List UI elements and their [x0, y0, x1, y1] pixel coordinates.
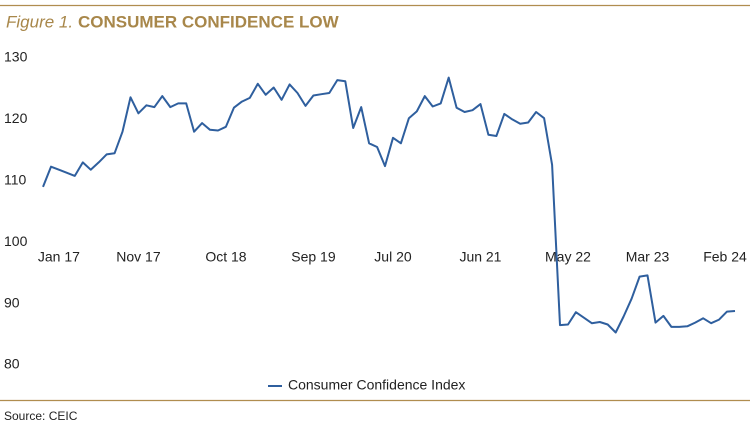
- figure-label: Figure 1.: [6, 12, 73, 31]
- x-tick-label: Jun 21: [459, 249, 501, 265]
- x-tick-label: Feb 24: [703, 249, 747, 265]
- y-tick-label: 110: [4, 172, 27, 188]
- x-tick-label: Jul 20: [374, 249, 412, 265]
- y-tick-label: 90: [4, 294, 20, 310]
- x-tick-label: Nov 17: [116, 249, 161, 265]
- y-tick-label: 120: [4, 110, 28, 126]
- y-tick-label: 80: [4, 356, 20, 372]
- x-tick-label: Sep 19: [291, 249, 336, 265]
- source: Source: CEIC: [4, 409, 78, 423]
- x-tick-label: May 22: [545, 249, 591, 265]
- y-tick-label: 130: [4, 49, 28, 65]
- x-tick-label: Jan 17: [38, 249, 80, 265]
- x-tick-label: Mar 23: [626, 249, 670, 265]
- y-tick-label: 100: [4, 233, 28, 249]
- chart-title: CONSUMER CONFIDENCE LOW: [78, 12, 340, 31]
- x-tick-label: Oct 18: [205, 249, 246, 265]
- series-line: [42, 76, 736, 334]
- legend-label: Consumer Confidence Index: [288, 377, 465, 393]
